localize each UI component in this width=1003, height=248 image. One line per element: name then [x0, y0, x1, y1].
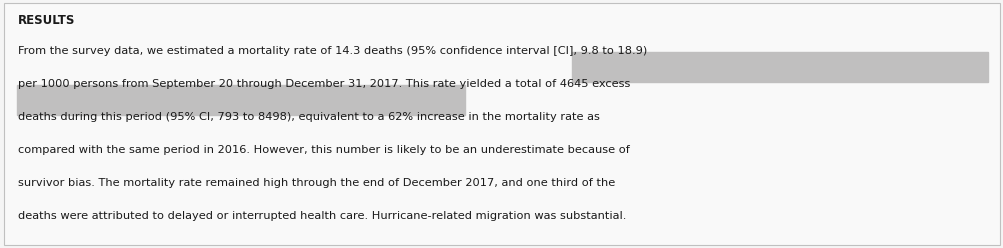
Bar [17, 85, 464, 115]
Bar [572, 52, 987, 82]
Text: RESULTS: RESULTS [18, 14, 75, 27]
Text: From the survey data, we estimated a mortality rate of 14.3 deaths (95% confiden: From the survey data, we estimated a mor… [18, 46, 647, 56]
Text: compared with the same period in 2016. However, this number is likely to be an u: compared with the same period in 2016. H… [18, 145, 629, 155]
Text: deaths during this period (95% CI, 793 to 8498), equivalent to a 62% increase in: deaths during this period (95% CI, 793 t… [18, 112, 599, 122]
Text: per 1000 persons from September 20 through December 31, 2017. This rate yielded : per 1000 persons from September 20 throu… [18, 79, 630, 89]
Text: survivor bias. The mortality rate remained high through the end of December 2017: survivor bias. The mortality rate remain… [18, 178, 615, 188]
Text: deaths were attributed to delayed or interrupted health care. Hurricane-related : deaths were attributed to delayed or int… [18, 211, 626, 221]
